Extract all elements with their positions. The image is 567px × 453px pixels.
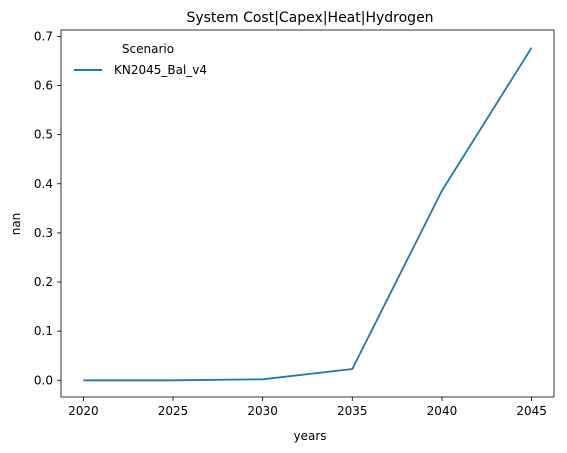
x-tick-label: 2020	[68, 404, 99, 418]
x-tick-label: 2030	[247, 404, 278, 418]
series-layer	[83, 47, 533, 382]
legend-title: Scenario	[122, 42, 174, 56]
x-tick-label: 2045	[516, 404, 547, 418]
y-axis-label: nan	[9, 213, 23, 236]
axes-frame	[60, 29, 555, 398]
plot-area-border	[60, 29, 555, 398]
y-axis-ticks: 0.0 0.1 0.2 0.3 0.4 0.5 0.6 0.7	[34, 29, 61, 387]
y-tick-label: 0.3	[34, 226, 53, 240]
x-axis-label: years	[293, 429, 326, 443]
series-line	[83, 47, 533, 382]
x-tick-label: 2040	[427, 404, 458, 418]
y-tick-label: 0.7	[34, 29, 53, 43]
y-tick-label: 0.2	[34, 275, 53, 289]
x-tick-label: 2035	[337, 404, 368, 418]
y-tick-label: 0.1	[34, 324, 53, 338]
chart-title: System Cost|Capex|Heat|Hydrogen	[186, 10, 433, 26]
y-tick-label: 0.4	[34, 177, 53, 191]
legend-entry-label: KN2045_Bal_v4	[114, 63, 207, 77]
y-tick-label: 0.6	[34, 79, 53, 93]
y-tick-label: 0.0	[34, 373, 53, 387]
x-axis-ticks: 2020 2025 2030 2035 2040 2045	[68, 397, 547, 418]
legend: Scenario KN2045_Bal_v4	[74, 42, 207, 77]
x-tick-label: 2025	[158, 404, 189, 418]
y-tick-label: 0.5	[34, 128, 53, 142]
